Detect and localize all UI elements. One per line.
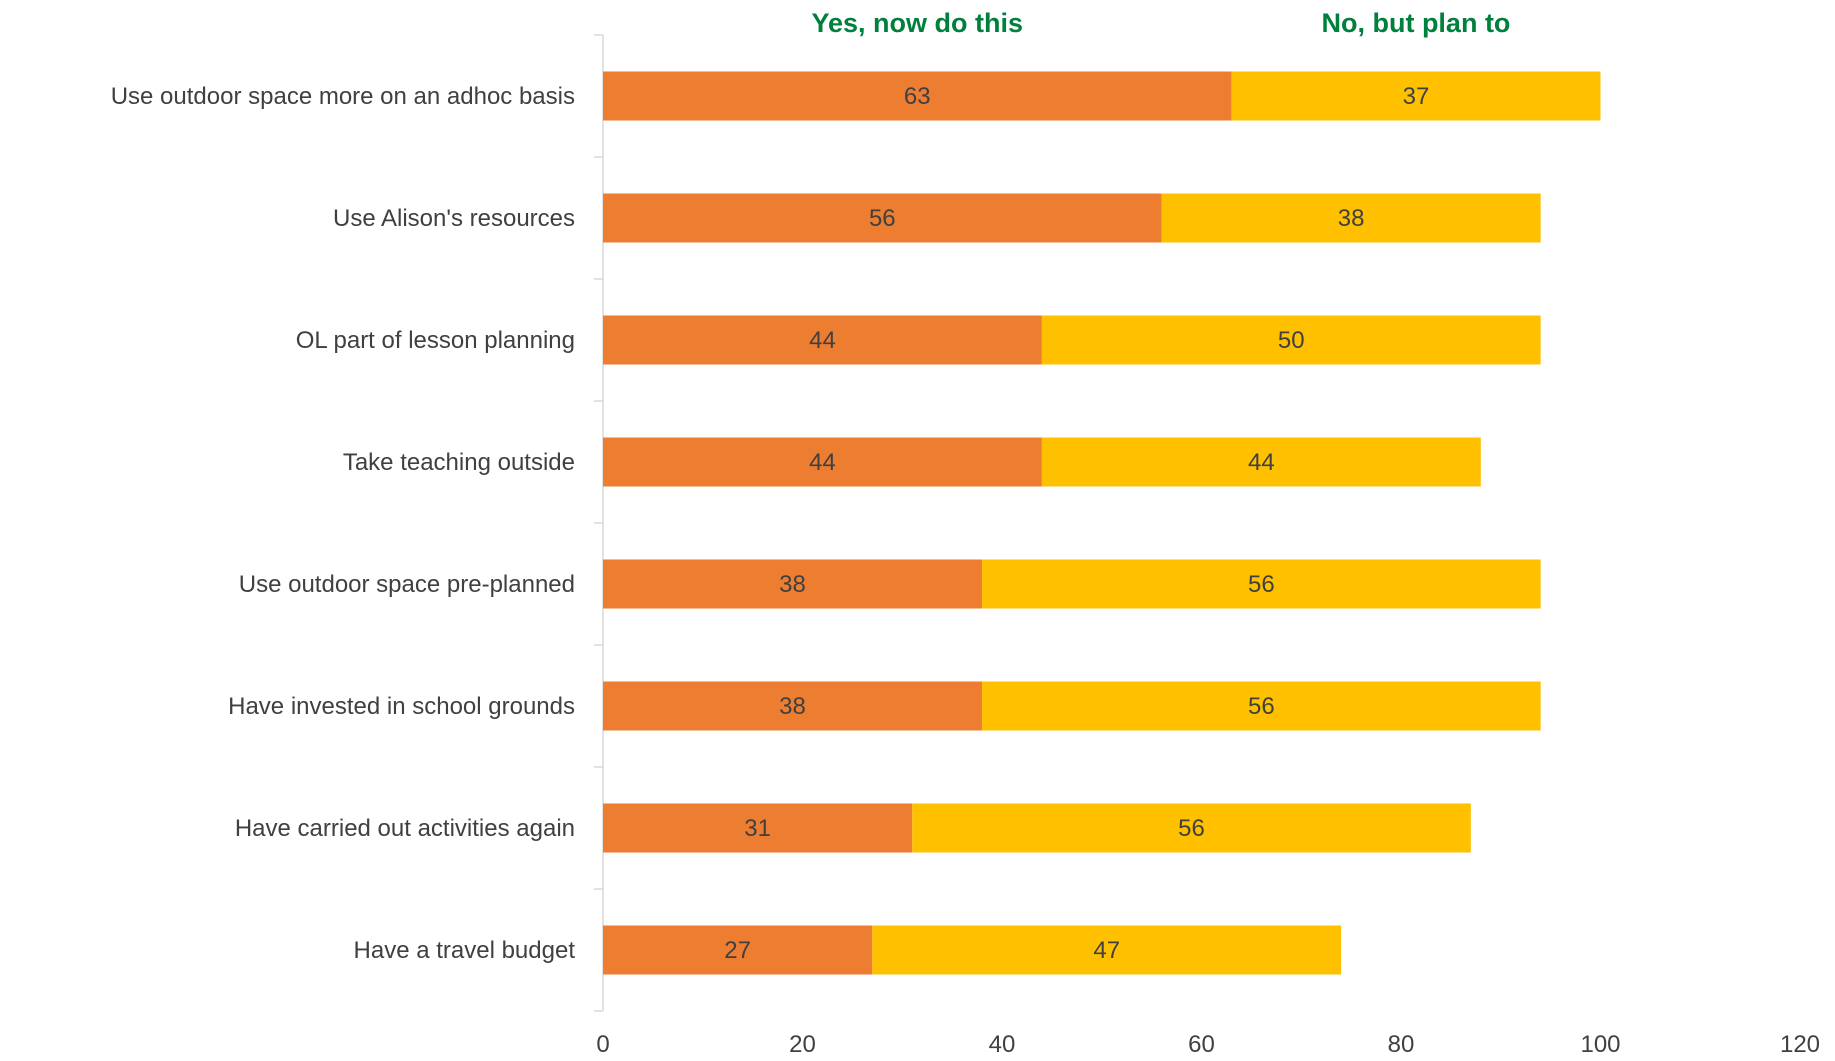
bar-segment-1 xyxy=(603,437,1042,487)
bar-segment-2 xyxy=(1231,71,1601,121)
category-label: OL part of lesson planning xyxy=(296,327,575,354)
category-label: Have invested in school grounds xyxy=(228,693,575,720)
bar-segment-2 xyxy=(872,925,1342,975)
bar-segment-2 xyxy=(982,681,1541,731)
data-label: 31 xyxy=(744,815,771,842)
bar-segment-1 xyxy=(603,925,873,975)
bar-segment-2 xyxy=(1041,315,1541,365)
data-label: 56 xyxy=(869,205,896,232)
series-names: Yes, now do this No, but plan to xyxy=(811,8,1510,38)
category-labels: Use outdoor space more on an adhoc basis… xyxy=(111,83,576,964)
series-name-2: No, but plan to xyxy=(1321,8,1510,38)
bars: 63 37 56 38 44 50 44 44 38 56 38 56 31 56 27 47 xyxy=(603,71,1601,975)
bar-segment-2 xyxy=(1161,193,1541,243)
bar-segment-1 xyxy=(603,559,983,609)
x-tick-label: 100 xyxy=(1580,1031,1620,1058)
data-label: 56 xyxy=(1178,815,1205,842)
category-axis xyxy=(594,34,604,1012)
bar-segment-1 xyxy=(603,193,1162,243)
bar-segment-1 xyxy=(603,71,1232,121)
data-label: 38 xyxy=(779,571,806,598)
data-label: 47 xyxy=(1093,937,1120,964)
x-tick-label: 20 xyxy=(789,1031,816,1058)
bar-segment-1 xyxy=(603,315,1042,365)
category-label: Have a travel budget xyxy=(354,937,576,964)
x-tick-label: 60 xyxy=(1188,1031,1215,1058)
data-label: 38 xyxy=(779,693,806,720)
category-label: Use outdoor space more on an adhoc basis xyxy=(111,83,575,110)
data-label: 63 xyxy=(904,83,931,110)
bar-segment-2 xyxy=(1041,437,1481,487)
data-label: 56 xyxy=(1248,693,1275,720)
bar-segment-1 xyxy=(603,681,983,731)
data-label: 56 xyxy=(1248,571,1275,598)
data-label: 38 xyxy=(1338,205,1365,232)
series-name-1: Yes, now do this xyxy=(811,8,1023,38)
x-tick-label: 80 xyxy=(1388,1031,1415,1058)
data-label: 27 xyxy=(724,937,751,964)
bar-segment-1 xyxy=(603,803,913,853)
category-label: Use outdoor space pre-planned xyxy=(239,571,575,598)
data-label: 44 xyxy=(809,449,836,476)
category-label: Have carried out activities again xyxy=(235,815,575,842)
x-tick-labels: 0 20 40 60 80 100 120 xyxy=(596,1031,1820,1058)
category-label: Take teaching outside xyxy=(343,449,575,476)
bar-segment-2 xyxy=(982,559,1541,609)
bar-segment-2 xyxy=(912,803,1471,853)
data-label: 44 xyxy=(809,327,836,354)
category-label: Use Alison's resources xyxy=(333,205,575,232)
x-tick-label: 120 xyxy=(1780,1031,1820,1058)
data-label: 37 xyxy=(1403,83,1430,110)
data-label: 44 xyxy=(1248,449,1275,476)
x-tick-label: 40 xyxy=(989,1031,1016,1058)
x-tick-label: 0 xyxy=(596,1031,609,1058)
data-label: 50 xyxy=(1278,327,1305,354)
